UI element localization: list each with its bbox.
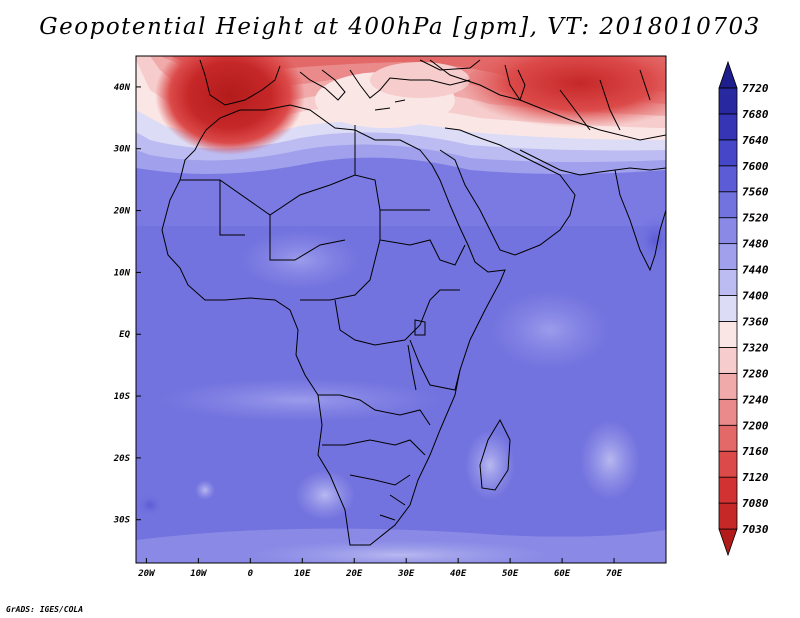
colorbar-swatch xyxy=(718,165,738,193)
colorbar-labels: 7030 7080 7120 7160 7200 7240 7280 7320 7360 7400… xyxy=(742,82,769,536)
colorbar-upper-triangle xyxy=(718,60,738,89)
colorbar-label: 7240 xyxy=(742,393,769,406)
colorbar-label: 7400 xyxy=(742,290,769,303)
chart-title: Geopotential Height at 400hPa [gpm], VT:… xyxy=(39,14,761,40)
lon-tick-label: 50E xyxy=(502,569,519,579)
colorbar-label: 7280 xyxy=(742,367,769,380)
colorbar-label: 7320 xyxy=(742,341,769,354)
colorbar-label: 7720 xyxy=(742,82,769,95)
lat-tick-label: 40N xyxy=(114,83,131,93)
colorbar-swatch xyxy=(718,502,738,530)
lon-tick-label: 40E xyxy=(450,569,467,579)
colorbar-label: 7600 xyxy=(742,160,769,173)
lon-tick-label: 60E xyxy=(554,569,571,579)
lat-tick-label: 30S xyxy=(113,516,131,526)
colorbar-swatch xyxy=(718,321,738,348)
colorbar-swatch xyxy=(718,191,738,219)
colorbar-label: 7120 xyxy=(742,471,769,484)
colorbar-label: 7560 xyxy=(742,186,769,199)
lon-tick-label: 10W xyxy=(190,569,208,579)
longitude-axis: 20W 10W 0 10E 20E 30E 40E 50E 60E 70E xyxy=(137,558,623,579)
latitude-axis: 40N 30N 20N 10N EQ 10S 20S 30S xyxy=(113,83,141,526)
colorbar-swatch xyxy=(718,372,738,400)
colorbar-swatches xyxy=(718,60,738,557)
colorbar-label: 7360 xyxy=(742,315,769,328)
colorbar-swatch xyxy=(718,450,738,478)
lat-tick-label: 30N xyxy=(113,145,131,155)
lon-tick-label: 20E xyxy=(345,569,363,579)
colorbar-swatch xyxy=(718,269,738,296)
colorbar-label: 7030 xyxy=(742,523,769,536)
lon-tick-label: 70E xyxy=(606,569,623,579)
colorbar-label: 7640 xyxy=(742,134,769,147)
map-frame xyxy=(135,55,667,564)
coastlines xyxy=(161,59,666,546)
lat-tick-label: 20S xyxy=(113,454,131,464)
colorbar-swatch xyxy=(718,139,738,167)
colorbar-swatch xyxy=(718,217,738,245)
lon-tick-label: 0 xyxy=(248,569,254,579)
colorbar-label: 7440 xyxy=(742,264,769,277)
lat-tick-label: 10N xyxy=(114,268,131,278)
colorbar-swatch xyxy=(718,87,738,115)
colorbar-label: 7680 xyxy=(742,108,769,121)
colorbar-label: 7200 xyxy=(742,419,769,432)
lon-tick-label: 20W xyxy=(137,569,156,579)
colorbar-swatch xyxy=(718,347,738,374)
colorbar-label: 7480 xyxy=(742,238,769,251)
colorbar-swatch xyxy=(718,243,738,270)
lat-tick-label: 10S xyxy=(114,392,131,402)
colorbar-swatch xyxy=(718,476,738,504)
colorbar-label: 7520 xyxy=(742,212,769,225)
lat-tick-label: 20N xyxy=(113,207,131,217)
colorbar-swatch xyxy=(718,424,738,452)
colorbar-label: 7080 xyxy=(742,497,769,510)
colorbar-label: 7160 xyxy=(742,445,769,458)
lon-tick-label: 30E xyxy=(397,569,415,579)
lon-tick-label: 10E xyxy=(294,569,311,579)
colorbar-swatch xyxy=(718,398,738,426)
colorbar-lower-triangle xyxy=(718,528,738,557)
height-field xyxy=(136,56,666,563)
lat-tick-label: EQ xyxy=(119,330,130,340)
colorbar-swatch xyxy=(718,113,738,141)
credit-text: GrADS: IGES/COLA xyxy=(6,605,84,614)
colorbar-swatch xyxy=(718,295,738,322)
